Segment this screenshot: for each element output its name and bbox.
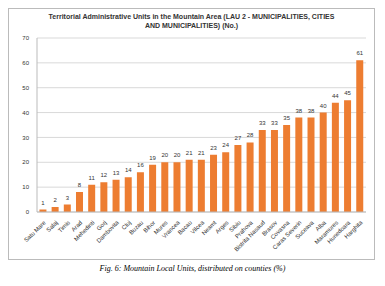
svg-text:33: 33 xyxy=(271,120,278,126)
svg-text:Mehedinti: Mehedinti xyxy=(73,219,96,242)
svg-text:14: 14 xyxy=(125,167,132,173)
svg-text:38: 38 xyxy=(295,108,302,114)
svg-text:Sibiu: Sibiu xyxy=(228,219,242,234)
svg-text:21: 21 xyxy=(198,150,205,156)
svg-text:Vrancea: Vrancea xyxy=(161,219,181,240)
svg-text:Cluj: Cluj xyxy=(120,219,133,231)
svg-text:Prahova: Prahova xyxy=(233,219,254,240)
svg-text:2: 2 xyxy=(53,197,57,203)
svg-text:3: 3 xyxy=(66,195,70,201)
svg-text:Covasna: Covasna xyxy=(269,219,291,241)
html-text:Fig. 6: Mountain Local Units,: Fig. 6: Mountain Local Units, distribute… xyxy=(99,264,286,273)
svg-text:61: 61 xyxy=(356,50,363,56)
svg-text:Harghita: Harghita xyxy=(343,219,364,240)
svg-text:Neamt: Neamt xyxy=(201,219,218,236)
svg-text:Timis: Timis xyxy=(57,219,71,233)
svg-text:Gorj: Gorj xyxy=(95,219,108,232)
svg-text:12: 12 xyxy=(101,172,108,178)
svg-text:Arad: Arad xyxy=(70,219,84,233)
svg-text:50: 50 xyxy=(22,85,29,91)
svg-text:24: 24 xyxy=(222,142,229,148)
svg-text:Caras Severin: Caras Severin xyxy=(271,219,303,251)
svg-text:45: 45 xyxy=(344,90,351,96)
html-text:Territorial Administrative Uni: Territorial Administrative Units in the … xyxy=(48,13,335,29)
svg-text:8: 8 xyxy=(78,182,82,188)
svg-text:40: 40 xyxy=(22,110,29,116)
svg-text:Bacau: Bacau xyxy=(176,219,193,236)
svg-text:13: 13 xyxy=(113,170,120,176)
svg-text:Salaj: Salaj xyxy=(45,219,59,233)
svg-text:Alba: Alba xyxy=(314,219,328,233)
svg-text:Brasov: Brasov xyxy=(260,219,279,237)
svg-text:20: 20 xyxy=(174,152,181,158)
svg-text:1: 1 xyxy=(41,200,45,206)
svg-text:30: 30 xyxy=(22,135,29,141)
svg-text:40: 40 xyxy=(320,103,327,109)
svg-text:Bistrita Nasaud: Bistrita Nasaud xyxy=(233,219,266,252)
svg-text:21: 21 xyxy=(186,150,193,156)
svg-text:23: 23 xyxy=(210,145,217,151)
svg-text:35: 35 xyxy=(283,115,290,121)
svg-text:70: 70 xyxy=(22,35,29,41)
svg-text:19: 19 xyxy=(149,155,156,161)
svg-text:Arges: Arges xyxy=(214,219,229,234)
svg-text:Suceava: Suceava xyxy=(294,219,315,240)
svg-text:Satu Mare: Satu Mare xyxy=(23,219,47,243)
svg-text:20: 20 xyxy=(161,152,168,158)
svg-text:28: 28 xyxy=(247,132,254,138)
svg-text:Bihor: Bihor xyxy=(142,219,157,234)
svg-text:Buzau: Buzau xyxy=(128,219,144,235)
svg-text:27: 27 xyxy=(235,135,242,141)
svg-text:Hunedoara: Hunedoara xyxy=(326,219,352,245)
svg-text:16: 16 xyxy=(137,162,144,168)
svg-text:Mures: Mures xyxy=(152,219,169,236)
svg-text:38: 38 xyxy=(308,108,315,114)
svg-text:44: 44 xyxy=(332,93,339,99)
svg-text:11: 11 xyxy=(89,175,96,181)
svg-text:10: 10 xyxy=(22,184,29,190)
svg-text:Vilcea: Vilcea xyxy=(189,219,206,236)
svg-text:20: 20 xyxy=(22,159,29,165)
svg-text:Maramures: Maramures xyxy=(313,219,340,246)
svg-text:60: 60 xyxy=(22,60,29,66)
svg-text:Dambovita: Dambovita xyxy=(95,219,120,244)
svg-text:33: 33 xyxy=(259,120,266,126)
svg-text:0: 0 xyxy=(26,209,30,215)
